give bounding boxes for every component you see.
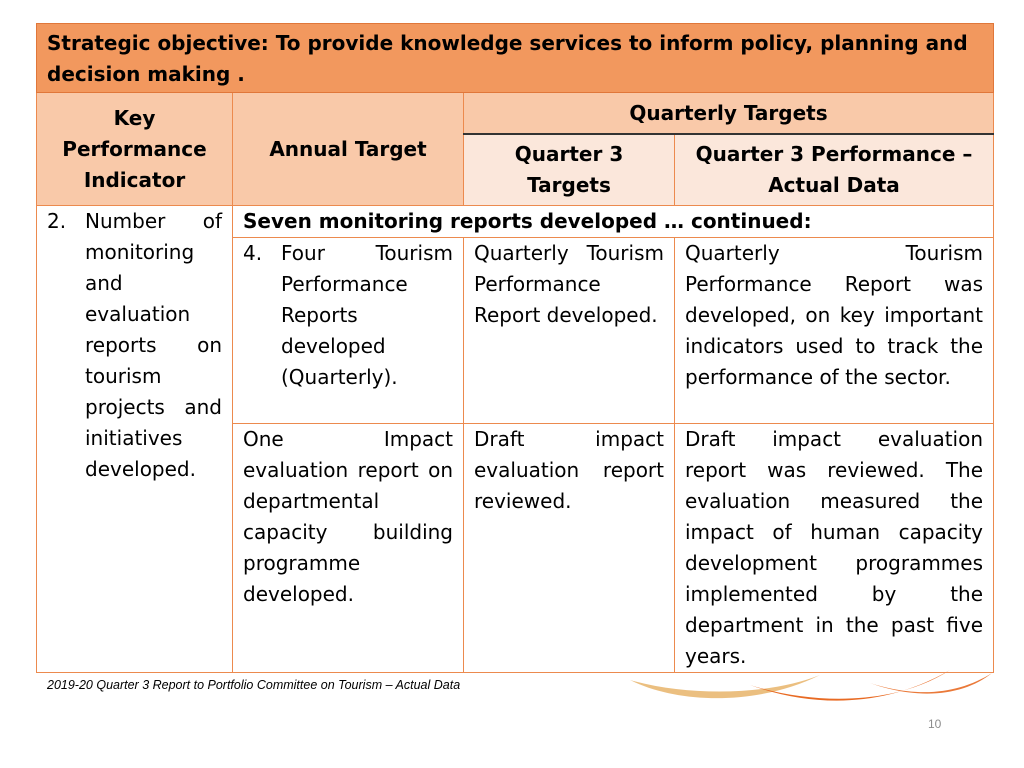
continued-row-label: Seven monitoring reports developed … con… (231, 205, 995, 238)
footer-note: 2019-20 Quarter 3 Report to Portfolio Co… (47, 678, 461, 692)
header-annual-target: Annual Target (232, 92, 464, 206)
annual-target-cell: 4. Four Tourism Performance Reports deve… (232, 237, 464, 424)
q3-actual-cell: Draft impact evaluation report was revie… (673, 423, 995, 673)
q3-actual-cell: Quarterly Tourism Performance Report was… (673, 237, 995, 424)
page-number: 10 (928, 717, 942, 731)
annual-target-cell: One Impact evaluation report on departme… (232, 423, 464, 673)
table-row: One Impact evaluation report on departme… (37, 423, 995, 673)
kpi-text: Number of monitoring and evaluation repo… (85, 209, 222, 481)
strategic-objective: Strategic objective: To provide knowledg… (35, 23, 995, 93)
q3-target-cell: Quarterly Tourism Performance Report dev… (463, 237, 675, 424)
q3-target-cell: Draft impact evaluation report reviewed. (463, 423, 675, 673)
header-q3-targets: Quarter 3 Targets (463, 133, 675, 206)
kpi-cell: 2. Number of monitoring and evaluation r… (36, 205, 233, 673)
logo-swoosh-graphic (630, 670, 992, 701)
kpi-number: 2. (47, 209, 67, 233)
kpi-table: Strategic objective: To provide knowledg… (35, 23, 995, 673)
header-kpi: Key Performance Indicator (36, 92, 233, 206)
annual-target-number: 4. (243, 241, 263, 265)
header-q3-performance: Quarter 3 Performance – Actual Data (673, 133, 995, 206)
annual-target-text: Four Tourism Performance Reports develop… (281, 241, 453, 389)
table-row: 4. Four Tourism Performance Reports deve… (37, 237, 995, 424)
header-quarterly-targets: Quarterly Targets (462, 92, 995, 135)
